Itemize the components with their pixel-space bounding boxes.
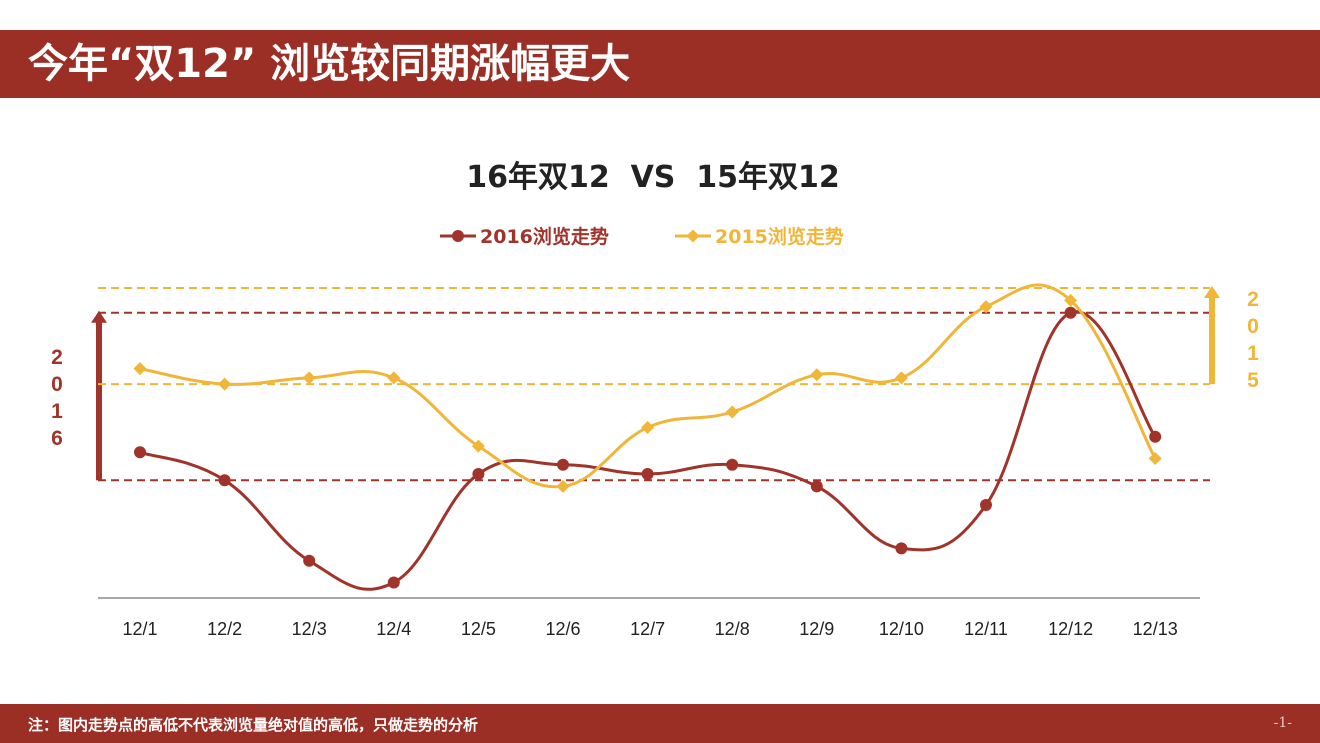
range-label-char: 0 [1247,315,1259,338]
data-point [387,371,401,385]
x-tick-label: 12/13 [1133,619,1178,639]
data-point [726,458,739,471]
data-point [725,405,739,419]
page-title: 今年“双12” 浏览较同期涨幅更大 [28,41,631,87]
range-label-char: 6 [51,427,63,450]
x-tick-label: 12/1 [122,619,157,639]
range-label-char: 2 [51,346,63,369]
chart-legend: 2016浏览走势 2015浏览走势 [440,225,844,248]
data-point [1064,293,1078,307]
series-group [133,283,1162,591]
data-point [471,439,485,453]
x-tick-label: 12/5 [461,619,496,639]
x-axis-labels: 12/1 12/2 12/3 12/4 12/5 12/6 12/7 12/8 12/9 12/1… [122,619,1177,639]
x-tick-label: 12/11 [964,619,1008,639]
x-tick-label: 12/3 [292,619,327,639]
data-point [810,368,824,382]
data-point [641,421,655,434]
title-bar: 今年“双12” 浏览较同期涨幅更大 [0,30,1320,98]
range-label-char: 5 [1247,369,1259,392]
range-label-char: 0 [51,373,63,396]
legend-label: 2015浏览走势 [715,225,844,248]
x-tick-label: 12/8 [715,619,750,639]
footer-note: 注：图内走势点的高低不代表浏览量绝对值的高低，只做走势的分析 [28,716,479,734]
x-tick-label: 12/4 [376,619,411,639]
page-number: -1- [1273,715,1292,731]
x-tick-label: 12/6 [545,619,580,639]
range-arrow-head [91,310,107,323]
legend-swatch-marker [452,230,464,242]
data-point [1148,452,1162,465]
data-point [980,499,992,511]
footer-bar: 注：图内走势点的高低不代表浏览量绝对值的高低，只做走势的分析 -1- [0,704,1320,743]
data-point [810,480,823,493]
chart-title: 16年双12 VS 15年双12 [466,160,840,195]
data-point [218,474,231,487]
range-label-char: 1 [51,400,63,423]
chart: 16年双12 VS 15年双12 2016浏览走势 2015浏览走势 201620… [51,160,1259,639]
data-point [133,362,147,376]
x-tick-label: 12/10 [879,619,924,639]
data-point [979,300,993,314]
x-tick-label: 12/9 [799,619,834,639]
data-point [894,371,908,385]
data-point [472,468,485,480]
data-point [641,468,654,480]
data-point [895,542,908,555]
legend-label: 2016浏览走势 [480,225,609,248]
series-line [139,310,1157,591]
legend-swatch-marker [686,229,700,243]
series-line [139,283,1157,489]
range-label-char: 2 [1247,288,1259,311]
data-point [556,479,570,493]
data-point [387,576,400,589]
data-point [1064,306,1077,319]
data-point [557,458,569,471]
data-point [134,446,146,459]
data-point [303,554,316,567]
x-tick-label: 12/2 [207,619,242,639]
x-tick-label: 12/7 [630,619,665,639]
data-point [218,377,232,391]
range-label-char: 1 [1247,342,1259,365]
range-lines: 2 0 1 6 2 0 1 5 [51,286,1259,482]
data-point [302,371,316,385]
range-arrow-head [1204,286,1220,298]
x-tick-label: 12/12 [1048,619,1093,639]
data-point [1149,430,1162,443]
